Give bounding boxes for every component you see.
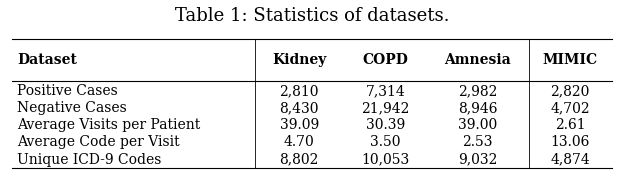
Text: 9,032: 9,032 (458, 153, 497, 167)
Text: 30.39: 30.39 (366, 118, 405, 132)
Text: 10,053: 10,053 (361, 153, 409, 167)
Text: COPD: COPD (363, 53, 408, 67)
Text: 2.53: 2.53 (462, 136, 493, 149)
Text: Kidney: Kidney (272, 53, 326, 67)
Text: Negative Cases: Negative Cases (17, 101, 127, 115)
Text: 2,820: 2,820 (550, 84, 590, 98)
Text: 4,874: 4,874 (550, 153, 590, 167)
Text: 7,314: 7,314 (366, 84, 405, 98)
Text: 4.70: 4.70 (284, 136, 314, 149)
Text: 8,802: 8,802 (280, 153, 319, 167)
Text: 2,982: 2,982 (458, 84, 497, 98)
Text: 4,702: 4,702 (550, 101, 590, 115)
Text: Table 1: Statistics of datasets.: Table 1: Statistics of datasets. (175, 7, 449, 25)
Text: 39.09: 39.09 (280, 118, 319, 132)
Text: Positive Cases: Positive Cases (17, 84, 118, 98)
Text: Amnesia: Amnesia (444, 53, 511, 67)
Text: 8,430: 8,430 (280, 101, 319, 115)
Text: 2.61: 2.61 (555, 118, 585, 132)
Text: 8,946: 8,946 (458, 101, 497, 115)
Text: 39.00: 39.00 (458, 118, 497, 132)
Text: 13.06: 13.06 (550, 136, 590, 149)
Text: Unique ICD-9 Codes: Unique ICD-9 Codes (17, 153, 162, 167)
Text: 3.50: 3.50 (370, 136, 401, 149)
Text: 21,942: 21,942 (361, 101, 409, 115)
Text: 2,810: 2,810 (280, 84, 319, 98)
Text: Average Visits per Patient: Average Visits per Patient (17, 118, 200, 132)
Text: MIMIC: MIMIC (542, 53, 598, 67)
Text: Average Code per Visit: Average Code per Visit (17, 136, 180, 149)
Text: Dataset: Dataset (17, 53, 77, 67)
